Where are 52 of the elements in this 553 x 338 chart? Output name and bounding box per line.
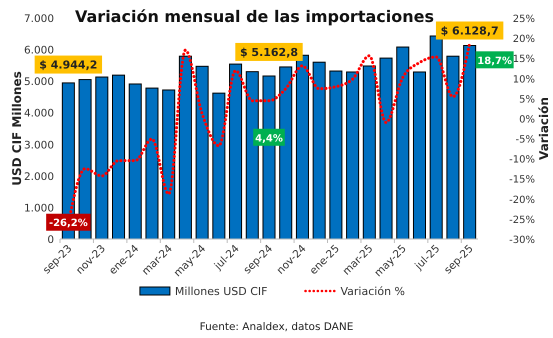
y2-tick-label: 20% (512, 34, 535, 46)
source-note: Fuente: Analdex, datos DANE (200, 321, 354, 333)
bar (396, 46, 410, 240)
y2-tick-label: 25% (512, 14, 535, 25)
data-label: 18,7% (477, 56, 512, 67)
bar (296, 54, 309, 240)
bar (329, 70, 342, 240)
bar (346, 71, 360, 240)
bar (229, 64, 242, 240)
bar (212, 92, 226, 240)
y-tick-label: 7.000 (24, 13, 54, 25)
bar (112, 74, 126, 240)
y2-tick-label: 5% (519, 94, 535, 106)
legend-label: Variación % (340, 285, 405, 298)
data-label: $ 6.128,7 (440, 24, 499, 38)
bar (178, 56, 192, 240)
y2-tick-label: -30% (509, 235, 535, 246)
bar (162, 89, 176, 240)
bar (430, 35, 443, 240)
bar (128, 83, 142, 240)
y2-axis-title: Variación (537, 97, 551, 160)
bar (380, 58, 393, 240)
y-tick-label: 0 (47, 234, 54, 246)
legend-label: Millones USD CIF (174, 285, 268, 298)
y2-tick-label: 10% (512, 74, 535, 86)
bar (145, 88, 158, 240)
bar (95, 76, 108, 240)
data-label: -26,2% (48, 218, 88, 230)
bar (196, 66, 209, 240)
bar (412, 71, 426, 240)
y2-tick-label: -15% (509, 174, 535, 186)
data-label: $ 4.944,2 (39, 58, 98, 72)
y-tick-label: 6.000 (24, 44, 54, 57)
y2-tick-label: 15% (512, 54, 535, 66)
y2-tick-label: -10% (509, 154, 535, 166)
data-label: 4,4% (255, 133, 283, 144)
y-tick-label: 1.000 (24, 202, 54, 214)
data-label: $ 5.162,8 (240, 46, 298, 59)
y-tick-label: 3.000 (24, 139, 54, 152)
y2-tick-label: -5% (516, 134, 535, 146)
bar (446, 56, 460, 240)
y2-tick-label: 0% (519, 114, 535, 126)
y2-tick-label: -25% (509, 214, 535, 226)
y2-tick-label: -20% (509, 194, 535, 206)
bar (362, 65, 376, 240)
y-axis-title: USD CIF Millones (10, 71, 24, 186)
bar (312, 62, 326, 240)
bar (463, 45, 476, 240)
y-tick-label: 4.000 (24, 108, 54, 120)
chart-title: Variación mensual de las importaciones (75, 7, 434, 26)
y-tick-label: 5.000 (24, 76, 54, 88)
y-tick-label: 2.000 (24, 170, 54, 183)
